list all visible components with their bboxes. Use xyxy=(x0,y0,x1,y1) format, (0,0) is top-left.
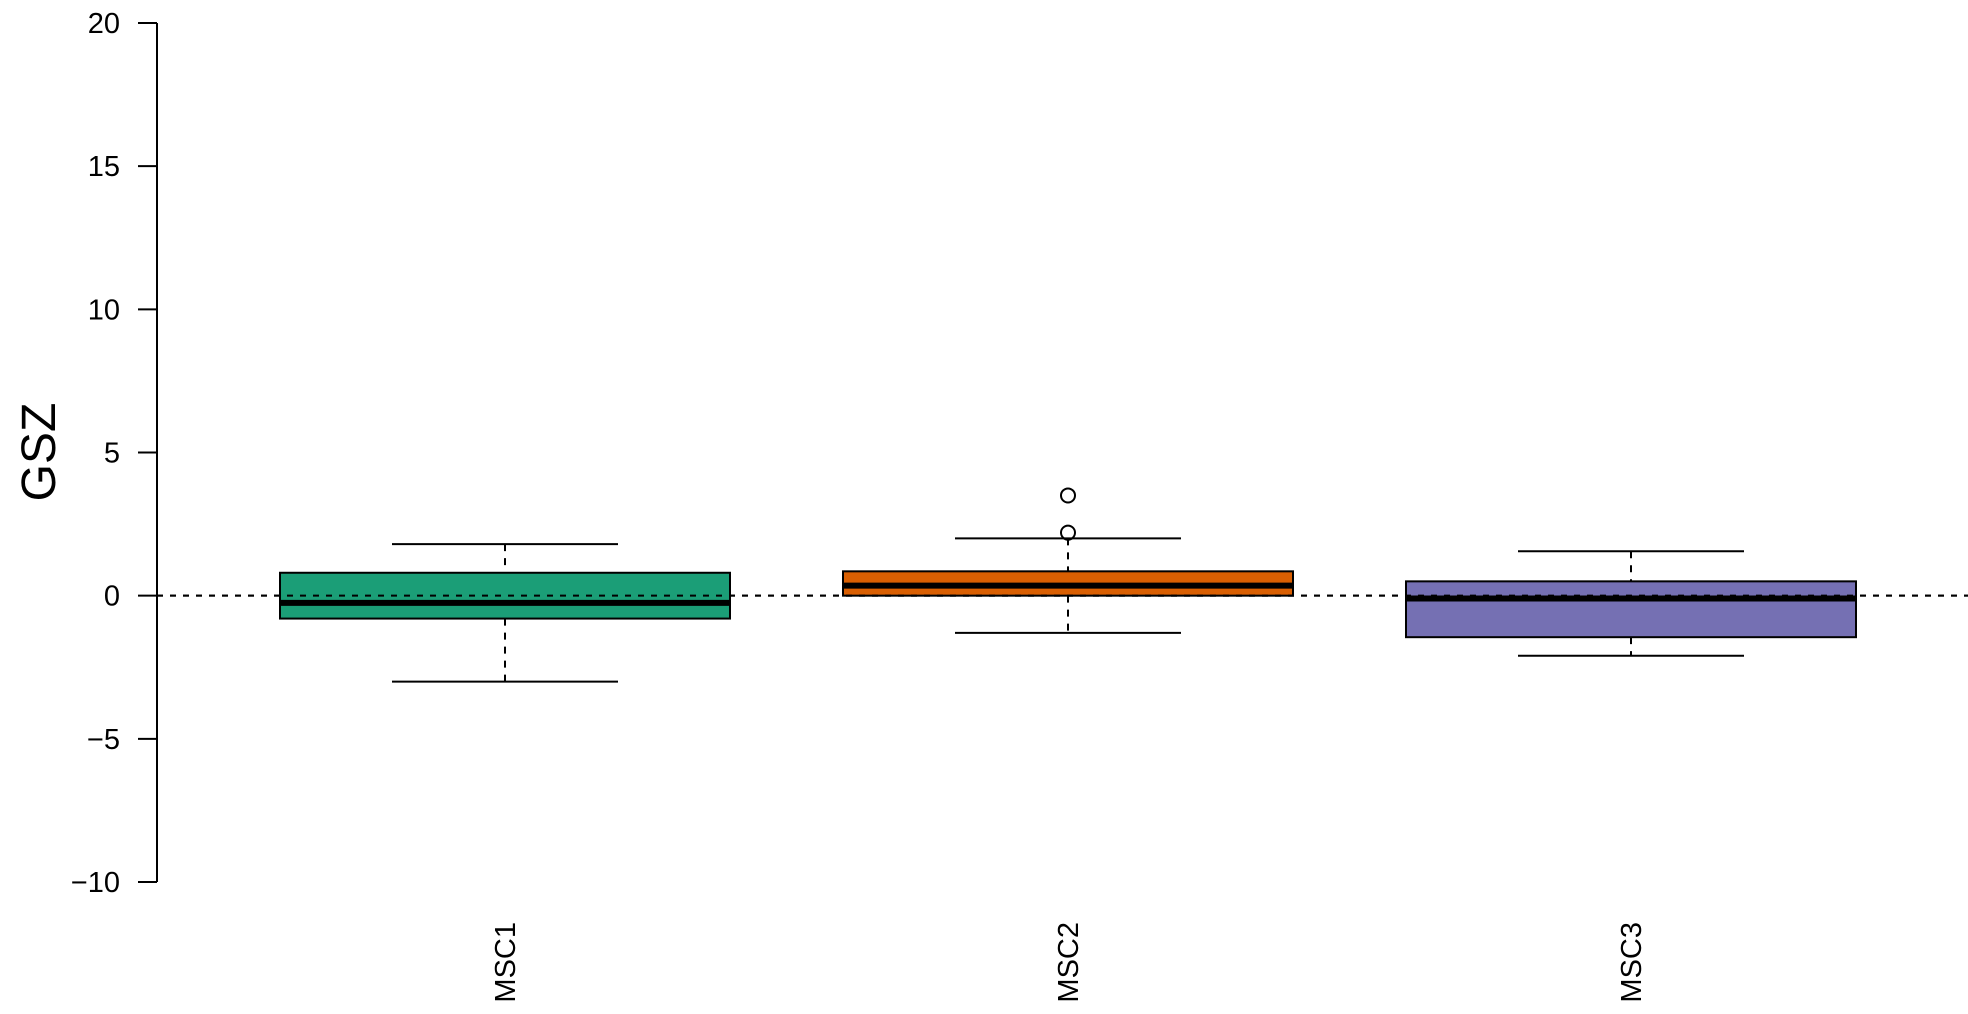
box-msc3 xyxy=(1405,550,1857,657)
y-tick-label: −5 xyxy=(87,724,120,756)
x-category-label: MSC1 xyxy=(490,922,522,1003)
y-tick-label: 0 xyxy=(104,581,120,613)
box-rect xyxy=(1405,580,1857,639)
outlier-point xyxy=(1060,487,1076,504)
box-rect xyxy=(279,571,731,620)
y-axis-title: GSZ xyxy=(13,403,66,502)
box-series xyxy=(157,487,1968,683)
box-msc1 xyxy=(279,543,731,683)
x-category-label: MSC3 xyxy=(1616,922,1648,1003)
x-axis-labels: MSC1 MSC2 MSC3 xyxy=(490,922,1648,1003)
y-tick-label: 5 xyxy=(104,438,120,470)
y-tick-label: −10 xyxy=(71,867,120,899)
y-tick-label: 15 xyxy=(88,151,120,183)
x-category-label: MSC2 xyxy=(1053,922,1085,1003)
y-tick-label: 20 xyxy=(88,8,120,40)
outlier-point xyxy=(1060,524,1076,541)
y-axis: 20 15 10 5 0 −5 −10 xyxy=(71,8,158,899)
y-tick-label: 10 xyxy=(88,294,120,326)
box-msc2 xyxy=(842,487,1294,634)
